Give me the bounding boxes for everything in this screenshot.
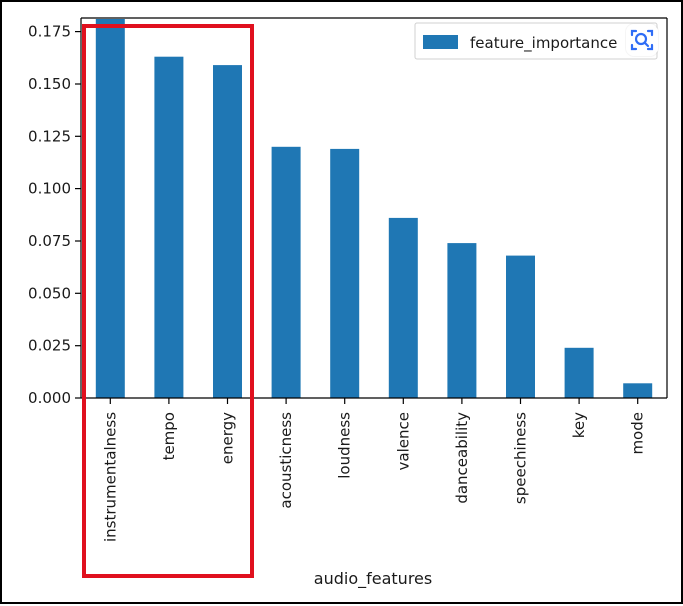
bars-group — [95, 19, 653, 398]
x-tick-label-loudness: loudness — [336, 412, 354, 479]
scan-button[interactable] — [626, 24, 658, 56]
highlight-box — [82, 24, 254, 578]
x-tick-label-valence: valence — [394, 412, 412, 470]
y-ticks-group: 0.000 0.025 0.050 0.075 0.100 0.125 0.150 0.175 — [28, 23, 81, 407]
x-tick-label-acousticness: acousticness — [277, 412, 295, 509]
x-tick-label-instrumentalness: instrumentalness — [101, 412, 119, 542]
axes-group — [80, 17, 668, 399]
legend: feature_importance — [414, 22, 658, 60]
x-axis-title: audio_features — [314, 569, 432, 589]
bar-energy — [213, 65, 242, 398]
y-tick-label: 0.175 — [28, 23, 71, 41]
bar-tempo — [154, 56, 184, 398]
x-tick-label-key: key — [570, 412, 588, 438]
bar-mode — [623, 383, 653, 398]
y-tick-label: 0.050 — [28, 284, 71, 302]
legend-swatch — [423, 35, 458, 49]
y-tick-label: 0.125 — [28, 127, 71, 145]
x-tick-labels-group: instrumentalness tempo energy acousticness l… — [101, 398, 647, 542]
y-tick-label: 0.025 — [28, 337, 71, 355]
x-tick-label-danceability: danceability — [453, 412, 471, 504]
bar-key — [564, 347, 594, 398]
scan-icon — [630, 29, 654, 51]
x-tick-label-energy: energy — [219, 412, 237, 464]
bar-acousticness — [271, 146, 301, 398]
x-tick-label-speechiness: speechiness — [512, 412, 530, 504]
bar-loudness — [330, 148, 360, 398]
bar-valence — [388, 217, 418, 398]
legend-label: feature_importance — [470, 34, 617, 53]
x-tick-label-tempo: tempo — [160, 412, 178, 460]
y-tick-label: 0.075 — [28, 232, 71, 250]
y-tick-label: 0.100 — [28, 180, 71, 198]
y-tick-label: 0.150 — [28, 75, 71, 93]
bar-instrumentalness — [95, 19, 125, 398]
x-tick-label-mode: mode — [629, 412, 647, 455]
y-tick-label: 0.000 — [28, 389, 71, 407]
bar-danceability — [447, 243, 477, 398]
bar-speechiness — [506, 255, 535, 398]
